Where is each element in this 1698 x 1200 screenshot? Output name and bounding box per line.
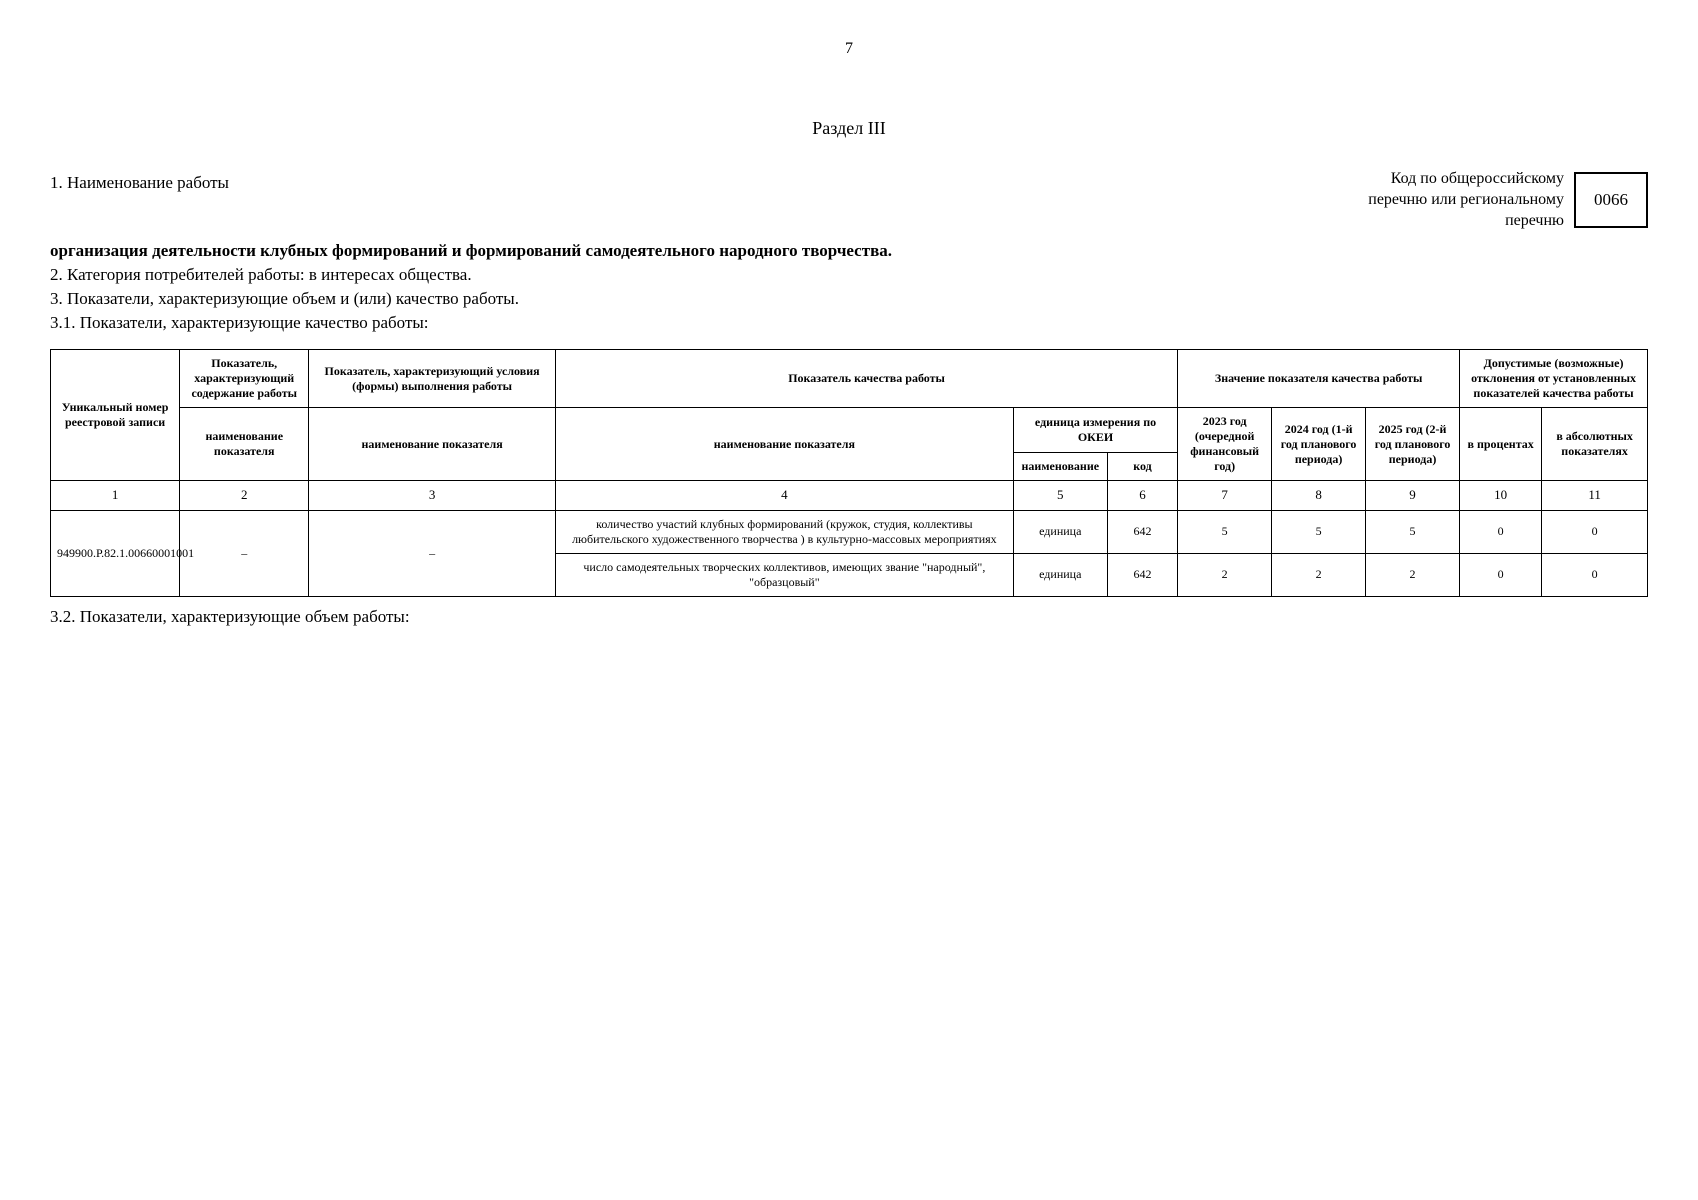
cell-ind-2: число самодеятельных творческих коллекти… [555,553,1013,596]
th-char-cond: Показатель, характеризующий условия (фор… [309,350,556,408]
colnum-5: 5 [1013,481,1107,510]
colnum-11: 11 [1542,481,1648,510]
quality-table: Уникальный номер реестровой записи Показ… [50,349,1648,596]
th-name-ind1: наименование показателя [180,408,309,481]
colnum-7: 7 [1178,481,1272,510]
line-32: 3.2. Показатели, характеризующие объем р… [50,607,1648,627]
th-name-ind3: наименование показателя [555,408,1013,481]
cell-v7-1: 5 [1178,510,1272,553]
th-qual-val: Значение показателя качества работы [1178,350,1460,408]
th-y2025: 2025 год (2-й год планового периода) [1366,408,1460,481]
page-number: 7 [50,40,1648,58]
th-in-abs: в абсолютных показателях [1542,408,1648,481]
colnum-4: 4 [555,481,1013,510]
th-qual-ind: Показатель качества работы [555,350,1177,408]
table-row: 949900.Р.82.1.00660001001 – – количество… [51,510,1648,553]
cell-v7-2: 2 [1178,553,1272,596]
section-title: Раздел III [50,118,1648,139]
cell-ind-1: количество участий клубных формирований … [555,510,1013,553]
cell-code-1: 642 [1107,510,1177,553]
line-3: 3. Показатели, характеризующие объем и (… [50,289,1648,309]
quality-table-wrap: Уникальный номер реестровой записи Показ… [50,349,1648,596]
cell-v9-2: 2 [1366,553,1460,596]
code-block: Код по общероссийскому перечню или регио… [1368,169,1648,231]
colnum-9: 9 [1366,481,1460,510]
code-label: Код по общероссийскому перечню или регио… [1368,169,1564,231]
th-y2024: 2024 год (1-й год планового периода) [1272,408,1366,481]
cell-v10-2: 0 [1460,553,1542,596]
left-block: 1. Наименование работы [50,169,1368,197]
th-y2023: 2023 год (очередной финансовый год) [1178,408,1272,481]
cell-unit-1: единица [1013,510,1107,553]
cell-unit-2: единица [1013,553,1107,596]
line-2: 2. Категория потребителей работы: в инте… [50,265,1648,285]
cell-c2: – [180,510,309,596]
cell-v8-1: 5 [1272,510,1366,553]
th-unit-name: наименование [1013,452,1107,481]
code-label-1: Код по общероссийскому [1391,170,1564,187]
text-block: организация деятельности клубных формиро… [50,241,1648,333]
cell-v11-1: 0 [1542,510,1648,553]
th-unit-okei: единица измерения по ОКЕИ [1013,408,1177,452]
header-row: 1. Наименование работы Код по общероссий… [50,169,1648,231]
colnum-3: 3 [309,481,556,510]
colnum-10: 10 [1460,481,1542,510]
line-31: 3.1. Показатели, характеризующие качеств… [50,313,1648,333]
th-dev: Допустимые (возможные) отклонения от уст… [1460,350,1648,408]
th-char-content: Показатель, характеризующий содержание р… [180,350,309,408]
colnum-8: 8 [1272,481,1366,510]
th-in-percent: в процентах [1460,408,1542,481]
th-uniq: Уникальный номер реестровой записи [51,350,180,481]
cell-v10-1: 0 [1460,510,1542,553]
cell-c3: – [309,510,556,596]
colnum-6: 6 [1107,481,1177,510]
cell-uniq: 949900.Р.82.1.00660001001 [51,510,180,596]
colnum-1: 1 [51,481,180,510]
bold-line: организация деятельности клубных формиро… [50,241,1648,261]
cell-v11-2: 0 [1542,553,1648,596]
line-1: 1. Наименование работы [50,173,1368,193]
th-name-ind2: наименование показателя [309,408,556,481]
code-value: 0066 [1574,172,1648,228]
cell-v8-2: 2 [1272,553,1366,596]
code-label-3: перечню [1505,212,1564,229]
cell-code-2: 642 [1107,553,1177,596]
th-unit-code: код [1107,452,1177,481]
cell-v9-1: 5 [1366,510,1460,553]
colnum-2: 2 [180,481,309,510]
code-label-2: перечню или региональному [1368,191,1564,208]
